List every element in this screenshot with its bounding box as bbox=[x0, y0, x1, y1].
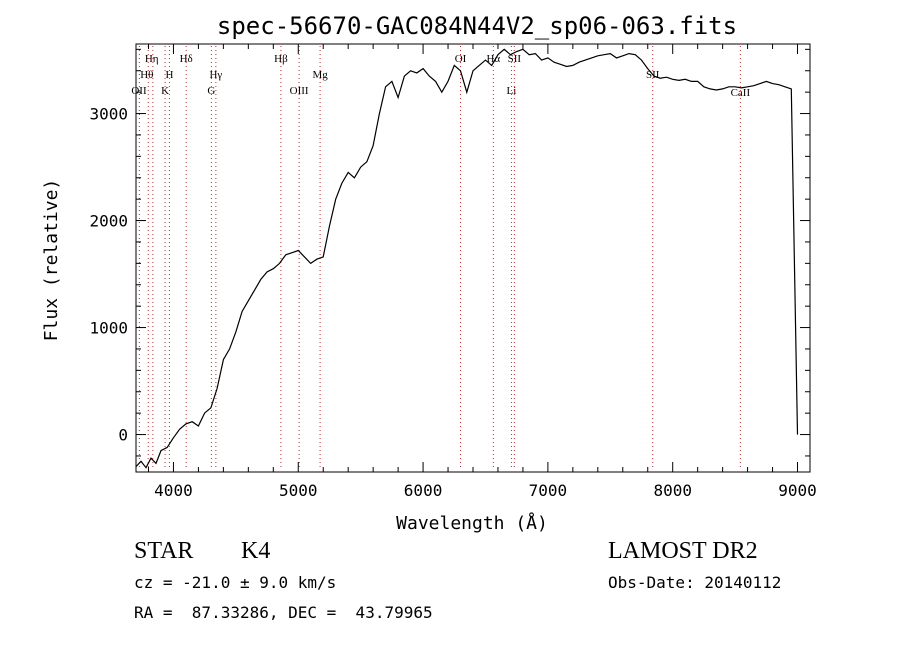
marker-label-6: Hγ bbox=[209, 69, 222, 81]
survey-name: LAMOST DR2 bbox=[608, 538, 758, 564]
object-subclass: K4 bbox=[241, 538, 271, 564]
marker-label-16: CaII bbox=[731, 87, 751, 99]
y-tick-label-1: 1000 bbox=[89, 319, 128, 338]
observation-date: Obs-Date: 20140112 bbox=[608, 573, 782, 592]
marker-label-8: Hβ bbox=[274, 53, 288, 65]
plot-frame bbox=[135, 43, 811, 473]
coordinates: RA = 87.33286, DEC = 43.79965 bbox=[134, 603, 433, 622]
x-tick-label-1: 5000 bbox=[279, 481, 318, 500]
marker-label-10: Mg bbox=[312, 69, 328, 81]
x-axis-label: Wavelength (Å) bbox=[396, 512, 548, 534]
marker-label-14: SII bbox=[508, 53, 522, 65]
marker-label-9: OIII bbox=[290, 85, 309, 97]
x-tick-label-3: 7000 bbox=[529, 481, 568, 500]
axis-ticks: 4000 5000 6000 7000 8000 9000 0 1000 2000 3000 bbox=[89, 44, 817, 500]
marker-label-5: Hδ bbox=[180, 53, 193, 65]
redshift-velocity: cz = -21.0 ± 9.0 km/s bbox=[134, 573, 337, 592]
marker-label-0: Hη bbox=[145, 53, 159, 65]
marker-label-2: OII bbox=[131, 85, 147, 97]
x-tick-label-4: 8000 bbox=[653, 481, 692, 500]
x-tick-label-0: 4000 bbox=[154, 481, 193, 500]
y-axis-label: Flux (relative) bbox=[41, 179, 62, 342]
spectrum-series bbox=[135, 48, 799, 469]
marker-label-3: H bbox=[165, 69, 173, 81]
spectrum-line-0 bbox=[135, 48, 799, 469]
marker-label-7: G bbox=[207, 85, 215, 97]
object-class: STAR bbox=[134, 538, 194, 564]
marker-label-11: OI bbox=[455, 53, 467, 65]
y-tick-label-0: 0 bbox=[118, 426, 128, 445]
chart-title: spec-56670-GAC084N44V2_sp06-063.fits bbox=[217, 12, 737, 40]
y-tick-label-3: 3000 bbox=[89, 105, 128, 124]
marker-label-4: K bbox=[161, 85, 169, 97]
marker-label-1: Hθ bbox=[140, 69, 153, 81]
x-tick-label-5: 9000 bbox=[778, 481, 817, 500]
marker-label-13: Li bbox=[507, 85, 517, 97]
y-tick-label-2: 2000 bbox=[89, 212, 128, 231]
x-tick-label-2: 6000 bbox=[404, 481, 443, 500]
